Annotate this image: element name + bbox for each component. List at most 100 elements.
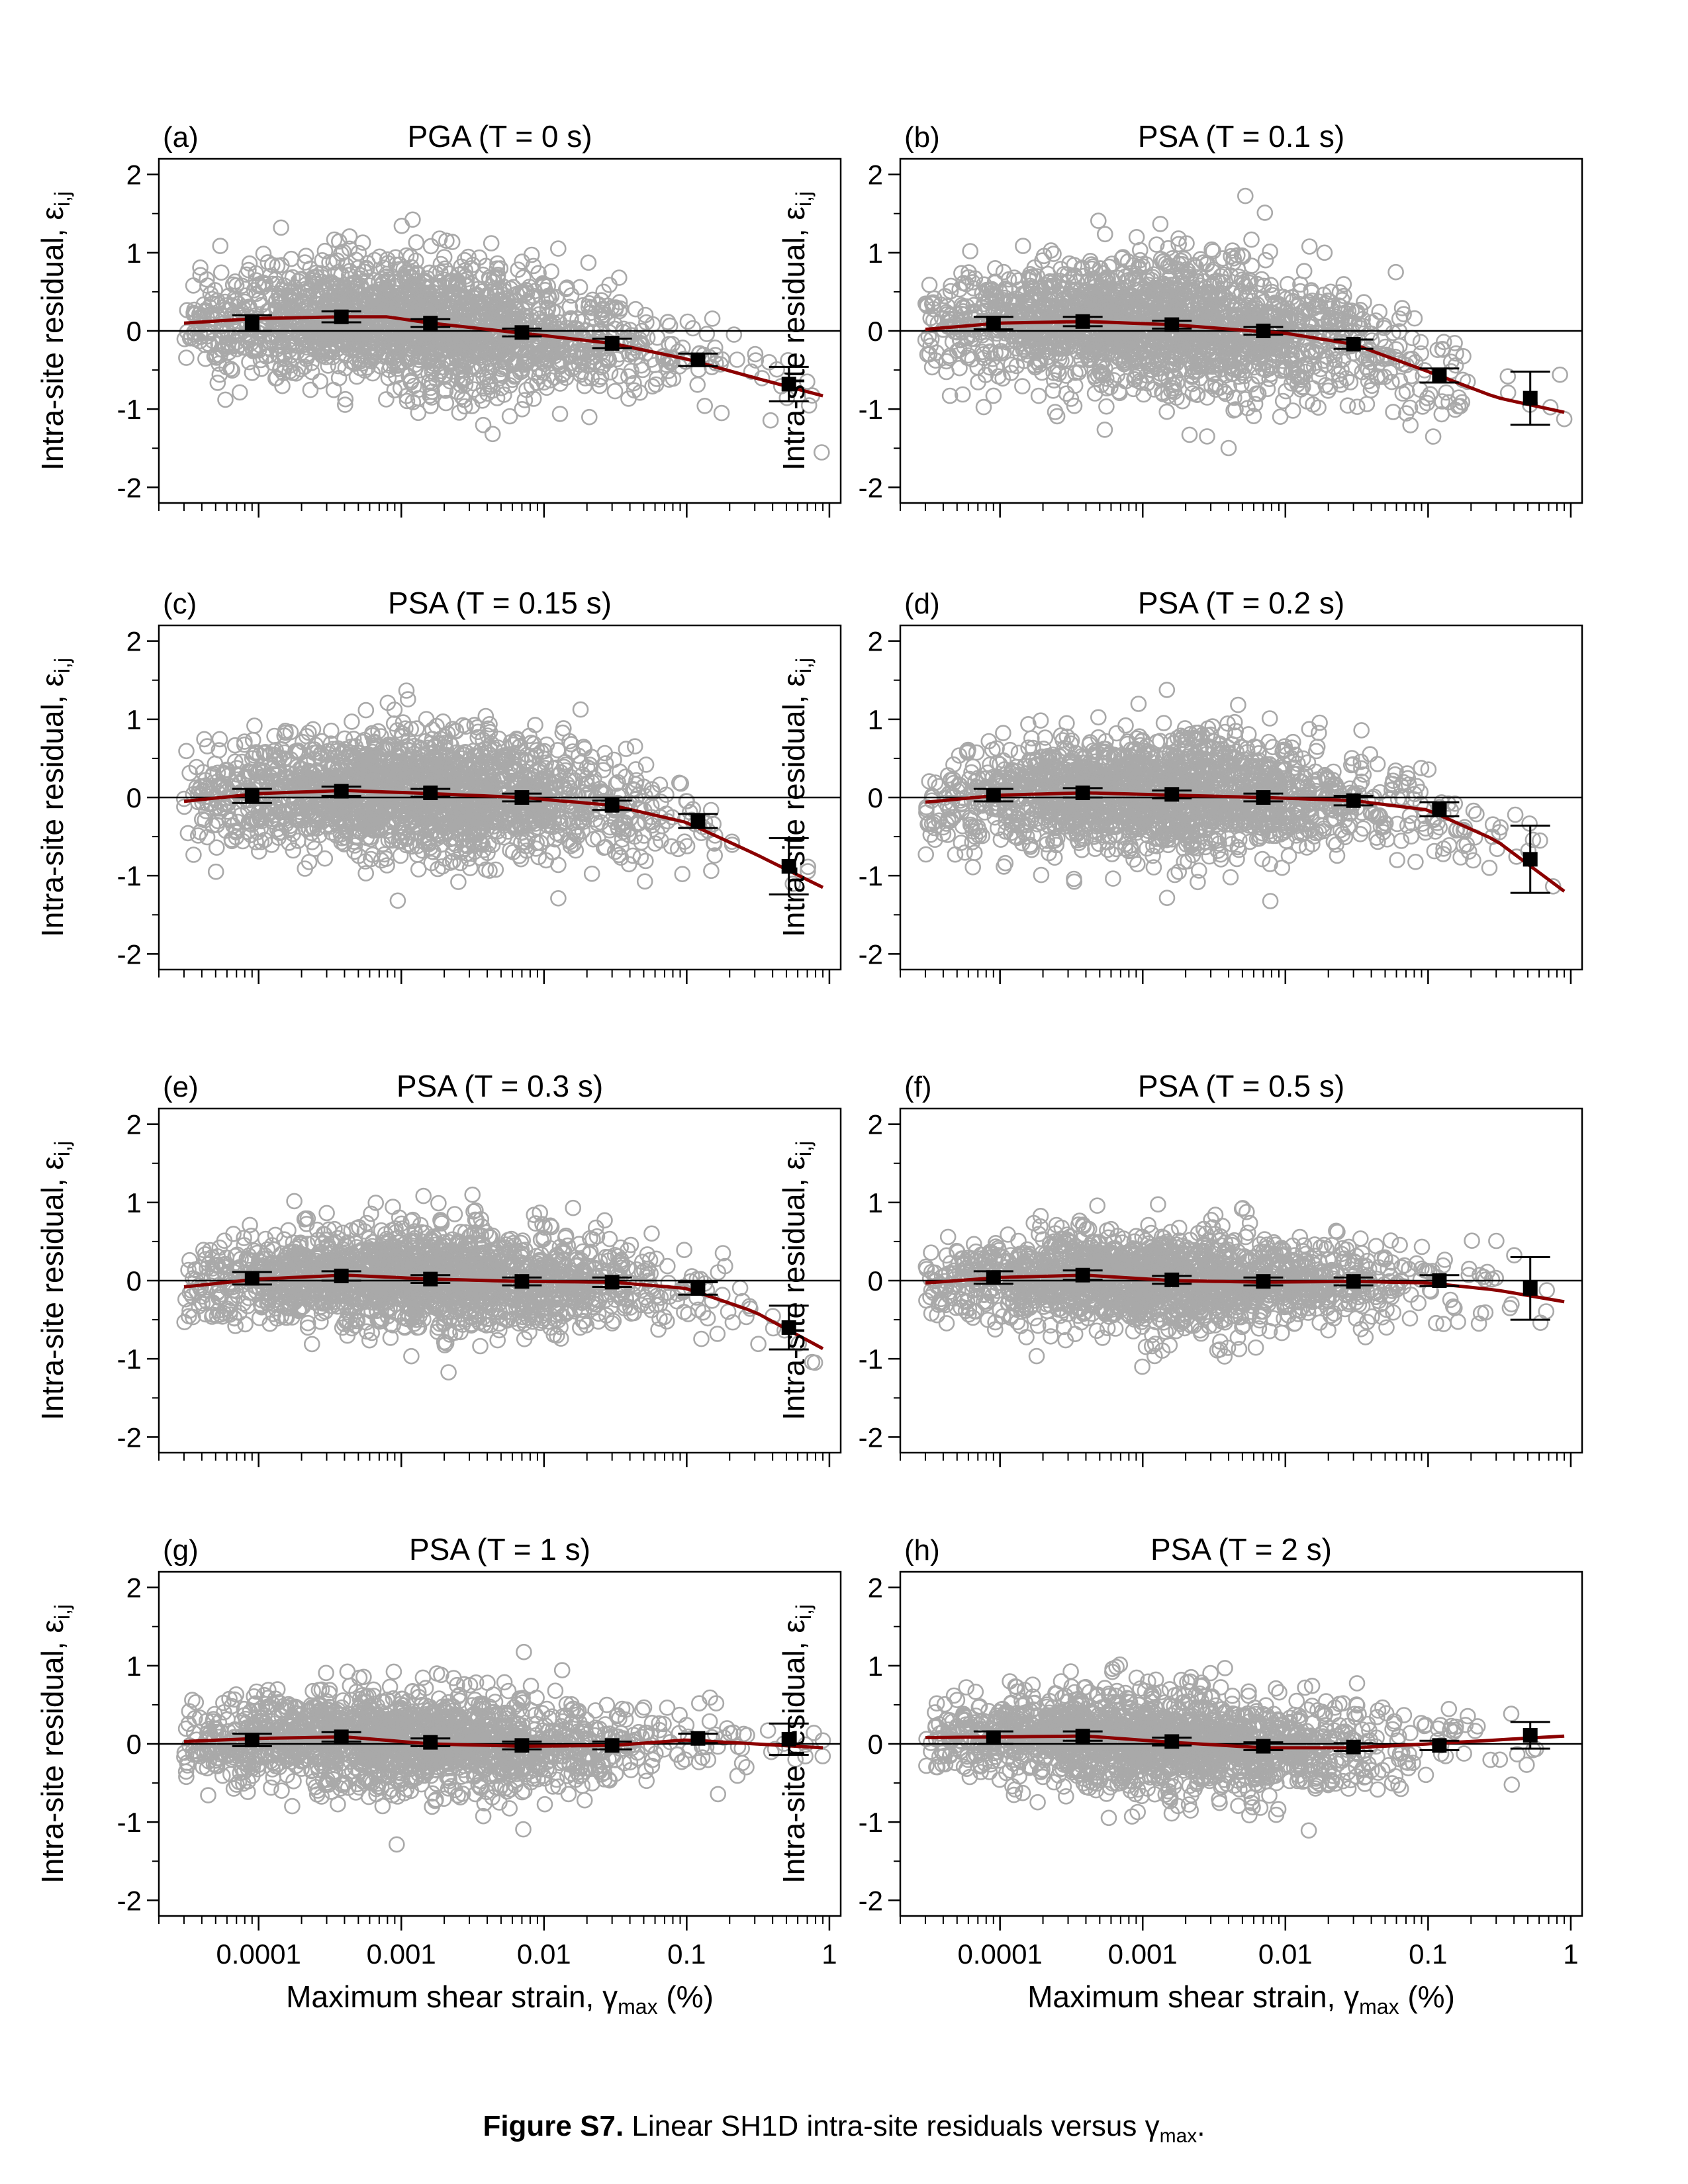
scatter-point <box>1072 339 1089 355</box>
scatter-point <box>607 300 624 317</box>
scatter-point <box>1098 380 1115 397</box>
scatter-point <box>1196 273 1212 290</box>
scatter-point <box>436 293 453 310</box>
scatter-point <box>382 357 399 375</box>
scatter-point <box>475 295 491 311</box>
scatter-point <box>306 841 323 857</box>
scatter-point <box>1014 378 1031 394</box>
scatter-point <box>438 232 455 250</box>
scatter-point <box>1127 369 1144 385</box>
scatter-point <box>399 392 416 410</box>
scatter-point <box>1190 296 1207 313</box>
scatter-point <box>484 426 501 443</box>
scatter-point <box>975 398 992 416</box>
scatter-point <box>1092 358 1108 375</box>
scatter-point <box>1158 403 1175 420</box>
scatter-point <box>549 240 567 257</box>
scatter-point <box>1279 300 1295 317</box>
scatter-point <box>1037 279 1055 296</box>
scatter-point <box>627 300 644 318</box>
scatter-point <box>941 387 959 404</box>
scatter-point <box>1360 351 1378 367</box>
scatter-point <box>1024 268 1041 285</box>
scatter-point <box>569 320 585 337</box>
scatter-point <box>329 277 346 294</box>
scatter-point <box>943 277 959 295</box>
scatter-point <box>712 356 729 373</box>
scatter-point <box>1027 359 1044 376</box>
bin-mean <box>1062 314 1103 329</box>
scatter-point <box>1233 271 1250 289</box>
scatter-point <box>208 839 225 856</box>
scatter-point <box>423 389 440 406</box>
scatter-point <box>784 876 801 892</box>
scatter-point <box>548 289 565 306</box>
bin-mean <box>1419 367 1460 384</box>
scatter-point <box>1048 292 1065 309</box>
bin-marker <box>604 336 620 351</box>
scatter-point <box>1228 308 1244 325</box>
scatter-point <box>1163 276 1180 293</box>
scatter-point <box>1259 381 1276 398</box>
scatter-point <box>1343 302 1360 319</box>
scatter-point <box>599 297 616 314</box>
scatter-point <box>1224 361 1241 377</box>
bin-marker <box>423 316 438 331</box>
scatter-point <box>493 308 510 324</box>
scatter-point <box>1196 354 1213 371</box>
scatter-point <box>531 368 547 385</box>
scatter-point <box>1316 244 1333 261</box>
scatter-point <box>1100 344 1117 361</box>
scatter-point <box>465 375 482 392</box>
scatter-point <box>379 694 397 711</box>
scatter-point <box>371 318 388 335</box>
y-tick-label: 2 <box>126 159 142 191</box>
scatter-point <box>436 249 453 265</box>
scatter-point <box>583 310 600 327</box>
scatter-point <box>964 274 981 291</box>
y-tick-label: 2 <box>868 159 883 191</box>
scatter-point <box>305 269 322 286</box>
bin-mean <box>678 352 718 367</box>
panel-title: PGA (T = 0 s) <box>407 119 592 154</box>
scatter-point <box>1246 396 1264 412</box>
scatter-point <box>1450 389 1467 406</box>
scatter-point <box>951 359 968 377</box>
scatter-point <box>481 340 498 357</box>
bin-marker <box>986 316 1001 331</box>
scatter-point <box>516 392 534 408</box>
y-tick-label: -1 <box>117 394 142 425</box>
scatter-point <box>379 857 395 874</box>
scatter-point <box>1225 402 1242 419</box>
scatter-point <box>568 347 585 365</box>
bin-mean <box>321 309 361 324</box>
scatter-point <box>590 371 608 388</box>
scatter-point <box>1250 385 1267 402</box>
scatter-point <box>403 349 420 366</box>
scatter-point <box>592 345 610 361</box>
scatter-point <box>610 269 628 286</box>
scatter-point <box>302 260 319 277</box>
scatter-point <box>1198 301 1215 318</box>
scatter-point <box>1499 368 1517 385</box>
scatter-point <box>248 745 264 762</box>
scatter-point <box>1164 250 1181 267</box>
scatter-point <box>281 289 298 306</box>
scatter-point <box>1178 235 1195 252</box>
scatter-point <box>505 306 522 323</box>
bin-marker <box>514 325 530 340</box>
scatter-point <box>525 390 542 407</box>
scatter-point <box>1064 303 1081 320</box>
scatter-point <box>453 343 471 360</box>
scatter-point <box>606 383 624 400</box>
scatter-point <box>606 843 624 860</box>
scatter-point <box>1218 332 1235 349</box>
scatter-point <box>1402 417 1419 433</box>
y-tick-label: 1 <box>126 238 142 269</box>
scatter-point <box>393 217 410 234</box>
scatter-point <box>1170 230 1187 247</box>
scatter-point <box>1237 187 1254 205</box>
scatter-point <box>1015 238 1031 254</box>
scatter-point <box>1098 370 1115 387</box>
bin-marker <box>1075 314 1090 329</box>
